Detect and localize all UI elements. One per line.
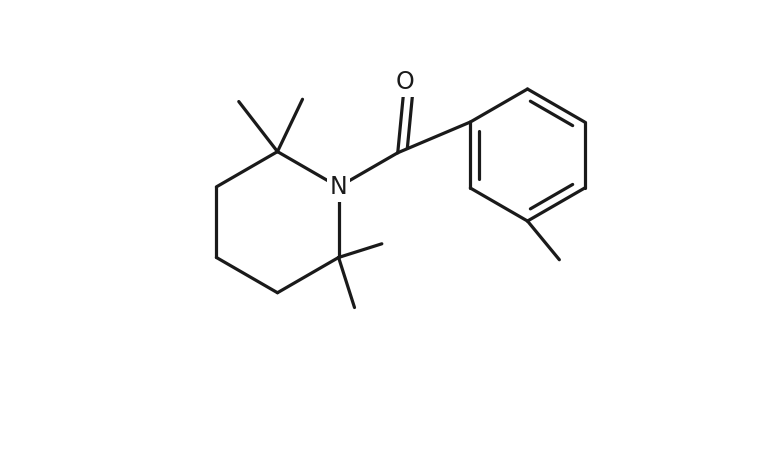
- Text: O: O: [395, 70, 414, 94]
- Text: N: N: [330, 175, 348, 199]
